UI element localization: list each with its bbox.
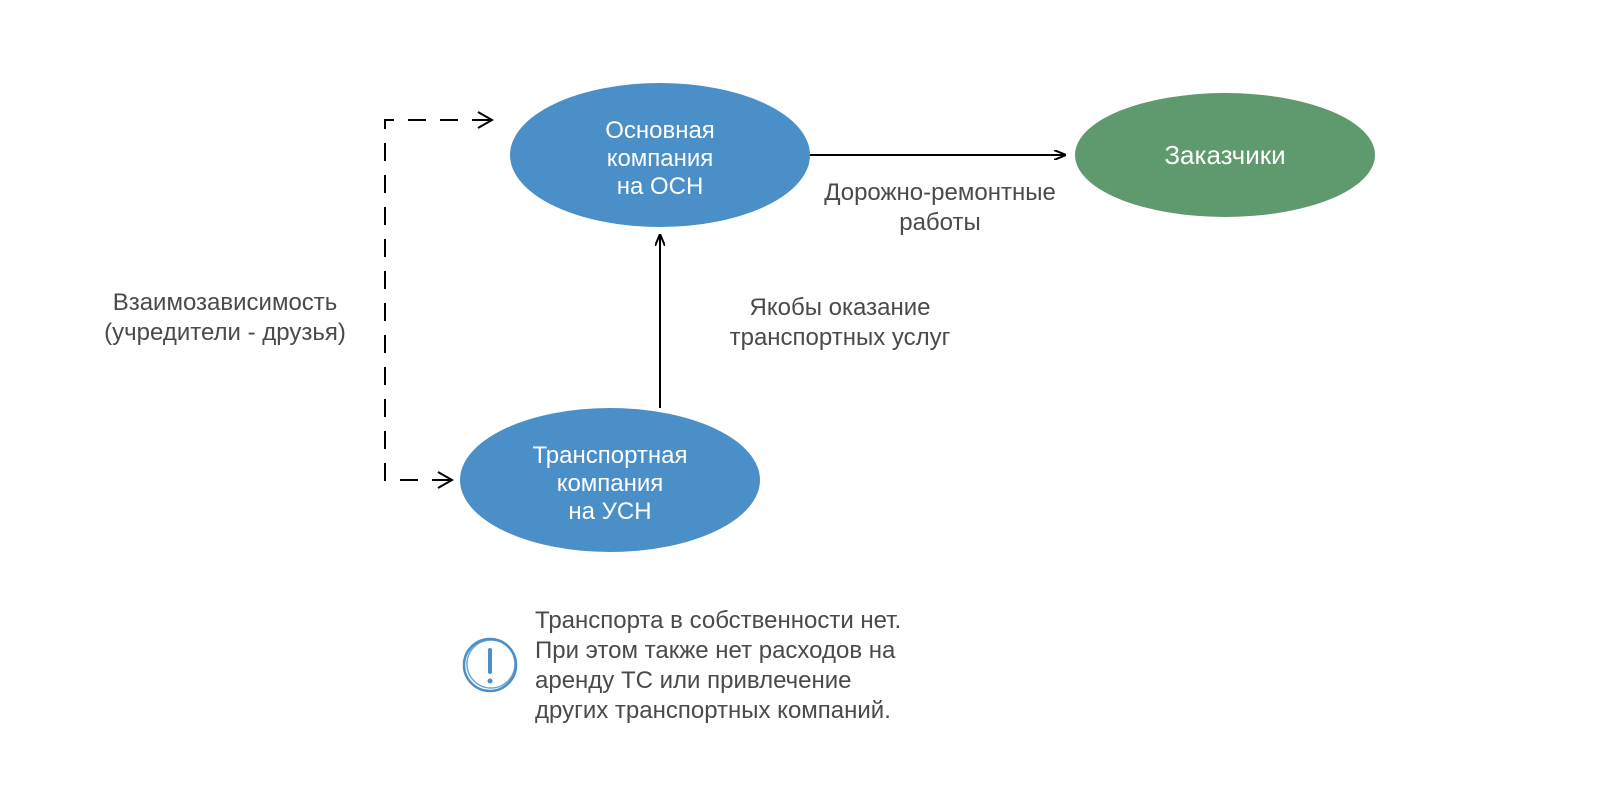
edge-transport-main-label-1: Якобы оказание — [750, 294, 931, 321]
edge-main-customers-label-1: Дорожно-ремонтные — [824, 179, 1056, 206]
node-transport-line1: Транспортная — [532, 442, 687, 469]
edge-main-customers-label-2: работы — [899, 209, 981, 236]
node-customers: Заказчики — [1075, 93, 1375, 217]
node-transport-line3: на УСН — [568, 498, 651, 525]
edge-transport-to-main: Якобы оказание транспортных услуг — [660, 235, 951, 408]
node-transport-line2: компания — [557, 470, 664, 497]
edge-transport-main-label-2: транспортных услуг — [730, 324, 951, 351]
note-line-2: При этом также нет расходов на — [535, 637, 896, 664]
note-line-1: Транспорта в собственности нет. — [535, 607, 901, 634]
node-transport-company: Транспортная компания на УСН — [460, 408, 760, 552]
node-customers-label: Заказчики — [1164, 140, 1285, 170]
node-main-company: Основная компания на ОСН — [510, 83, 810, 227]
exclamation-icon — [464, 639, 516, 691]
note-line-3: аренду ТС или привлечение — [535, 667, 851, 694]
note-line-4: других транспортных компаний. — [535, 697, 891, 724]
edge-main-to-customers: Дорожно-ремонтные работы — [810, 155, 1065, 236]
edge-dependency-label-2: (учредители - друзья) — [104, 319, 346, 346]
edge-dependency: Взаимозависимость (учредители - друзья) — [104, 112, 492, 488]
node-main-line1: Основная — [605, 117, 715, 144]
note-block: Транспорта в собственности нет. При этом… — [464, 607, 901, 724]
edge-dependency-label-1: Взаимозависимость — [113, 289, 338, 316]
node-main-line2: компания — [607, 145, 714, 172]
node-main-line3: на ОСН — [617, 173, 704, 200]
